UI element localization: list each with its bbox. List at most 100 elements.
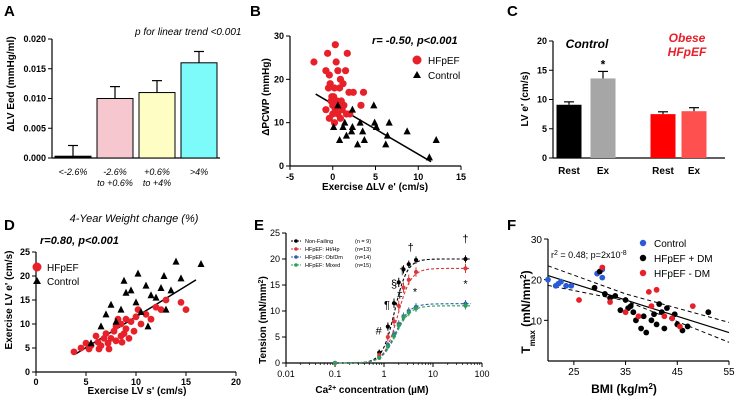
point-hfpef — [157, 306, 165, 313]
point-control — [360, 136, 368, 143]
data-point — [607, 295, 613, 301]
panel-f-marks — [545, 264, 730, 343]
significance-mark: * — [463, 279, 468, 291]
x-tick-label: 20 — [231, 377, 241, 387]
data-point — [599, 264, 606, 271]
x-tick-label: 15 — [181, 377, 191, 387]
point-control — [197, 260, 205, 267]
point-hfpef — [92, 332, 100, 340]
significance-mark: * — [413, 286, 418, 298]
panel-f-ylabel: Tmax (mN/mm2) — [519, 270, 537, 353]
point-control — [403, 127, 411, 135]
point-hfpef — [137, 320, 145, 328]
panel-e-legend: Non-Failing (n = 9) HFpEF: Ht/Hp (n=13) HFpE… — [291, 239, 371, 269]
point-control — [127, 286, 135, 294]
data-point — [332, 360, 338, 366]
x-tick-label: to +4% — [143, 178, 171, 188]
data-point — [401, 315, 406, 320]
point-control — [117, 305, 125, 313]
legend-control-marker — [413, 71, 421, 78]
legend-label: HFpEF: Ob/Dm — [305, 255, 343, 261]
fit-curve — [338, 305, 472, 364]
data-point — [661, 313, 668, 320]
panel-d-legend: HFpEF Control — [32, 262, 79, 288]
y-tick-label: 10 — [537, 95, 547, 105]
y-tick-label: 0.010 — [23, 94, 46, 104]
y-tick-label: 10 — [274, 118, 284, 128]
point-hfpef — [357, 101, 365, 109]
point-control — [142, 281, 150, 289]
point-hfpef — [127, 318, 135, 325]
point-control — [152, 293, 160, 301]
point-control — [162, 305, 170, 313]
x-tick-label: 25 — [568, 367, 580, 378]
y-tick-label: 10 — [20, 319, 30, 329]
data-point — [591, 284, 598, 291]
legend-marker — [294, 247, 298, 251]
legend-hfpef-marker — [32, 262, 42, 272]
data-point — [669, 315, 676, 322]
point-hfpef — [147, 315, 155, 323]
point-hfpef — [142, 311, 150, 318]
x-tick-label: 100 — [474, 369, 489, 379]
data-point — [656, 301, 663, 307]
panel-e-ylabel: Tension (mN/mm2) — [258, 276, 270, 364]
x-tick-label: 35 — [620, 367, 632, 378]
point-hfpef — [105, 345, 113, 353]
panel-c-ylabel: LV e' (cm/s) — [520, 72, 531, 127]
data-point — [558, 278, 564, 285]
panel-e-axes: 0 5 10 15 20 25 0.01 0.1 1 10 100 — [270, 228, 490, 379]
point-control — [348, 123, 357, 130]
data-point — [607, 299, 613, 305]
data-point — [599, 274, 606, 281]
data-point — [563, 282, 569, 289]
significance-mark: § — [391, 279, 397, 291]
point-control — [97, 322, 105, 330]
significance-mark: † — [462, 233, 468, 245]
bar — [138, 92, 176, 159]
panel-a-ylabel: ΔLV Eed (mmHg/ml) — [6, 36, 17, 131]
panel-f: F r2 = 0.48; p=2x10-8 Tmax (mN/mm2) BMI … — [507, 217, 735, 396]
point-hfpef — [325, 71, 333, 79]
point-control — [132, 298, 140, 306]
ci-upper-line — [547, 265, 730, 323]
point-control — [359, 127, 367, 135]
point-control — [160, 272, 168, 279]
data-point — [635, 313, 642, 320]
y-tick-label: 0 — [25, 367, 30, 377]
point-hfpef — [334, 67, 342, 75]
data-point — [676, 323, 683, 330]
significance-mark: † — [408, 242, 414, 254]
y-tick-label: 25 — [20, 247, 30, 257]
data-point — [377, 355, 382, 360]
x-tick-label: 0.01 — [277, 369, 295, 379]
data-point — [622, 309, 629, 316]
y-tick-label: 0 — [279, 161, 284, 171]
point-control — [432, 136, 440, 143]
point-hfpef — [117, 320, 125, 328]
data-point — [406, 310, 411, 315]
y-tick-label: 15 — [537, 65, 547, 75]
panel-d-axes: 0 5 10 15 20 25 0 5 10 15 20 — [20, 247, 241, 387]
data-point — [627, 303, 634, 309]
legend-marker — [294, 263, 298, 267]
data-point — [391, 333, 397, 339]
data-point — [391, 319, 397, 324]
data-point — [576, 297, 582, 303]
legend-control-marker — [33, 277, 41, 284]
point-hfpef — [330, 119, 339, 127]
legend-n: (n = 9) — [355, 239, 371, 245]
panel-f-label: F — [507, 217, 516, 234]
data-point — [406, 262, 411, 267]
legend-label: HFpEF - DM — [654, 269, 710, 280]
legend-n: (n=13) — [355, 247, 371, 253]
point-hfpef — [343, 49, 351, 57]
panel-c-marks: Rest Ex * Rest Ex — [556, 57, 707, 177]
y-tick-label: 0 — [542, 153, 547, 163]
point-control — [339, 123, 347, 130]
legend-hfpef-marker — [412, 55, 422, 65]
point-hfpef — [330, 84, 339, 92]
point-hfpef — [341, 67, 350, 75]
data-point — [645, 288, 652, 295]
